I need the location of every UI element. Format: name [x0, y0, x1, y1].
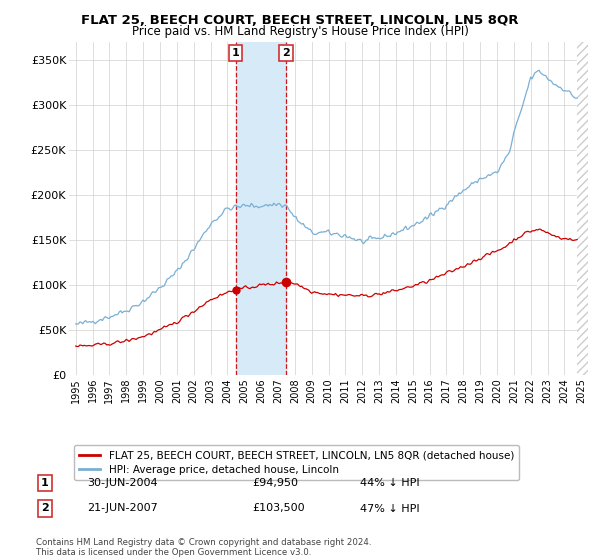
Bar [236, 42, 286, 375]
Bar [577, 42, 588, 375]
Text: 2: 2 [282, 48, 290, 58]
Text: 44% ↓ HPI: 44% ↓ HPI [360, 478, 419, 488]
Text: Price paid vs. HM Land Registry's House Price Index (HPI): Price paid vs. HM Land Registry's House … [131, 25, 469, 38]
Text: £94,950: £94,950 [252, 478, 298, 488]
Bar [577, 42, 588, 375]
Text: 47% ↓ HPI: 47% ↓ HPI [360, 503, 419, 514]
Legend: FLAT 25, BEECH COURT, BEECH STREET, LINCOLN, LN5 8QR (detached house), HPI: Aver: FLAT 25, BEECH COURT, BEECH STREET, LINC… [74, 445, 519, 480]
Text: FLAT 25, BEECH COURT, BEECH STREET, LINCOLN, LN5 8QR: FLAT 25, BEECH COURT, BEECH STREET, LINC… [81, 14, 519, 27]
Text: £103,500: £103,500 [252, 503, 305, 514]
Text: 2: 2 [41, 503, 49, 514]
Text: 21-JUN-2007: 21-JUN-2007 [87, 503, 158, 514]
Text: 1: 1 [232, 48, 239, 58]
Text: 1: 1 [41, 478, 49, 488]
Text: 30-JUN-2004: 30-JUN-2004 [87, 478, 158, 488]
Text: Contains HM Land Registry data © Crown copyright and database right 2024.
This d: Contains HM Land Registry data © Crown c… [36, 538, 371, 557]
